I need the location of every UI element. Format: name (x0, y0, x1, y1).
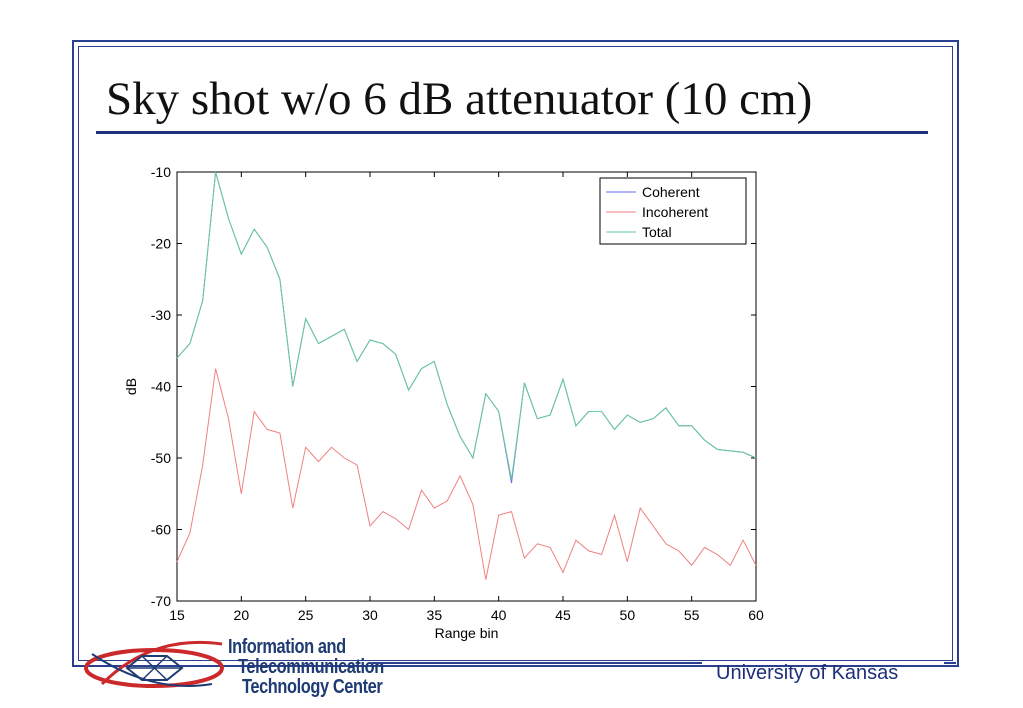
x-tick-label: 50 (620, 607, 636, 623)
x-tick-label: 15 (169, 607, 185, 623)
y-tick-label: -20 (151, 236, 171, 252)
y-tick-label: -30 (151, 307, 171, 323)
x-tick-label: 30 (362, 607, 378, 623)
series-line-incoherent (176, 368, 757, 580)
x-tick-label: 40 (491, 607, 507, 623)
x-axis-label: Range bin (435, 625, 499, 641)
x-tick-label: 25 (298, 607, 314, 623)
logo-line-1: Information and (228, 636, 346, 658)
series-line-total (176, 171, 757, 480)
y-tick-label: -40 (151, 379, 171, 395)
title-underline (96, 131, 928, 134)
y-tick-label: -10 (151, 164, 171, 180)
legend-label: Total (642, 224, 672, 240)
x-tick-label: 35 (427, 607, 443, 623)
x-tick-label: 45 (555, 607, 571, 623)
logo-line-2: Telecommunication (238, 656, 384, 678)
footer-rule-right (944, 662, 956, 664)
x-tick-label: 55 (684, 607, 700, 623)
x-tick-label: 20 (234, 607, 250, 623)
logo-line-3: Technology Center (242, 676, 383, 698)
y-tick-label: -50 (151, 450, 171, 466)
footer-rule-left (372, 662, 702, 664)
y-tick-label: -70 (151, 593, 171, 609)
x-tick-label: 60 (748, 607, 764, 623)
legend-label: Coherent (642, 184, 700, 200)
slide-frame-inner (78, 46, 953, 661)
logo-text: Information and Telecommunication Techno… (228, 637, 416, 697)
y-axis-label: dB (123, 378, 139, 395)
footer-university: University of Kansas (716, 662, 899, 684)
itc-logo (82, 634, 232, 699)
chart-container: 15 20 25 30 35 40 45 50 55 60 -10 -20 -30 -40 -50 -60 -7… (110, 160, 780, 655)
y-tick-label: -60 (151, 522, 171, 538)
itc-logo-icon (84, 640, 224, 688)
legend-label: Incoherent (642, 204, 708, 220)
legend-box (599, 177, 747, 245)
slide-title: Sky shot w/o 6 dB attenuator (10 cm) (106, 73, 813, 125)
line-chart: 15 20 25 30 35 40 45 50 55 60 -10 -20 -30 -40 -50 -60 -7… (123, 164, 764, 641)
slide-frame-outer (72, 40, 959, 667)
